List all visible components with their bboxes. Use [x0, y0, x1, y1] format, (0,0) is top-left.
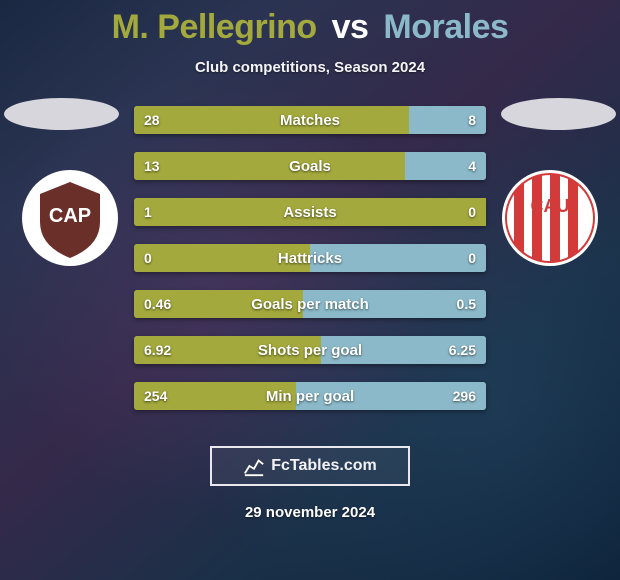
stat-row: 00Hattricks	[134, 244, 486, 272]
player2-club-badge: CAU	[500, 168, 600, 268]
stat-row: 288Matches	[134, 106, 486, 134]
comparison-stage: CAP CAU 288Matches134Goals10Assists0	[0, 98, 620, 428]
stat-bars: 288Matches 134Goals 10Assists 00Hattricks 0.…	[134, 106, 486, 428]
fctables-logo[interactable]: FcTables.com	[210, 446, 410, 486]
chart-icon	[243, 455, 265, 477]
stat-row: 134Goals	[134, 152, 486, 180]
stat-label: Assists	[134, 198, 486, 226]
cau-badge-text: CAU	[531, 196, 570, 216]
vs-label: vs	[332, 8, 369, 46]
stat-label: Hattricks	[134, 244, 486, 272]
comparison-title: M. Pellegrino vs Morales	[0, 0, 620, 47]
subtitle: Club competitions, Season 2024	[0, 59, 620, 76]
stat-label: Goals	[134, 152, 486, 180]
stat-row: 0.460.5Goals per match	[134, 290, 486, 318]
stat-row: 10Assists	[134, 198, 486, 226]
stat-label: Shots per goal	[134, 336, 486, 364]
player2-silhouette	[501, 98, 616, 130]
player1-silhouette	[4, 98, 119, 130]
stat-row: 254296Min per goal	[134, 382, 486, 410]
stat-row: 6.926.25Shots per goal	[134, 336, 486, 364]
fctables-brand-text: FcTables.com	[271, 457, 377, 475]
stat-label: Min per goal	[134, 382, 486, 410]
stat-label: Goals per match	[134, 290, 486, 318]
player1-club-badge: CAP	[20, 168, 120, 268]
player2-name: Morales	[383, 8, 508, 46]
player1-name: M. Pellegrino	[112, 8, 317, 46]
cap-badge-text: CAP	[49, 205, 91, 227]
cau-badge-icon: CAU	[500, 168, 600, 268]
snapshot-date: 29 november 2024	[0, 504, 620, 521]
stat-label: Matches	[134, 106, 486, 134]
cap-badge-icon: CAP	[20, 168, 120, 268]
